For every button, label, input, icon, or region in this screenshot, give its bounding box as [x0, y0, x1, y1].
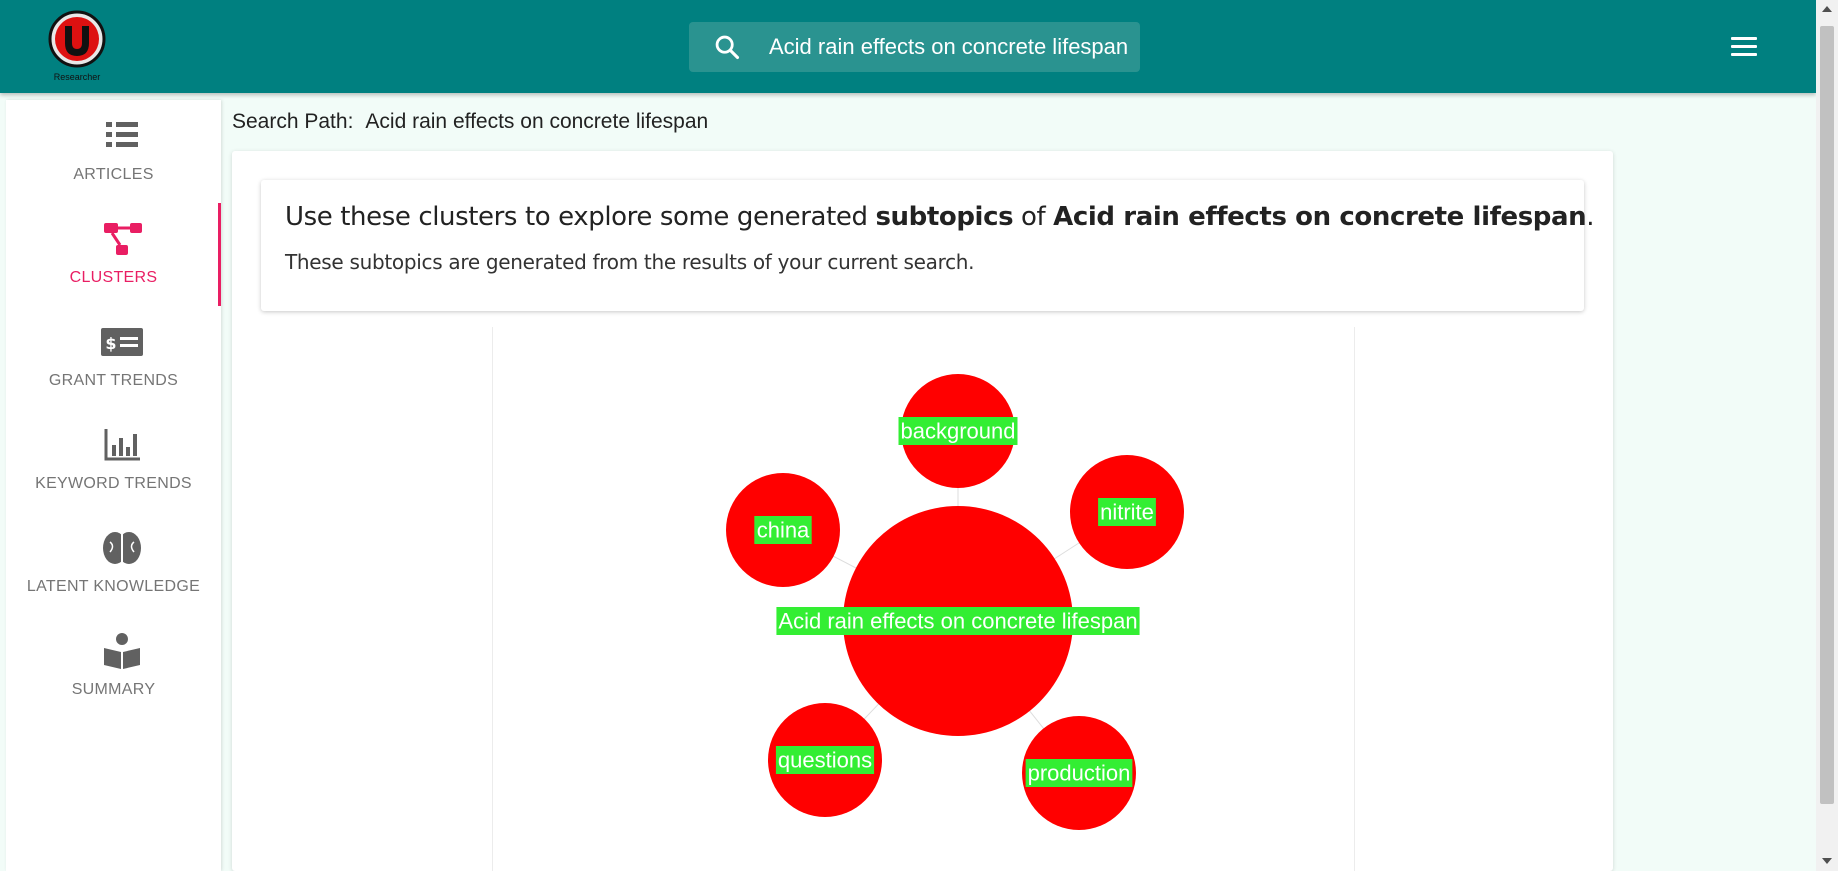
search-path-breadcrumb: Search Path: Acid rain effects on concret… — [232, 110, 708, 134]
cluster-label-china-text: china — [757, 518, 810, 543]
hamburger-menu-icon[interactable] — [1728, 32, 1760, 62]
sidebar-item-latent-knowledge[interactable]: LATENT KNOWLEDGE — [6, 512, 221, 615]
scrollbar-thumb[interactable] — [1820, 26, 1834, 804]
cluster-label-center-text: Acid rain effects on concrete lifespan — [778, 609, 1137, 634]
cluster-label-questions[interactable]: questions — [775, 746, 875, 774]
vertical-scrollbar[interactable] — [1816, 0, 1838, 871]
cluster-label-nitrite-background — [1098, 498, 1156, 526]
search-path-value[interactable]: Acid rain effects on concrete lifespan — [365, 110, 709, 133]
sidebar-item-label: SUMMARY — [71, 681, 156, 698]
clusters-header-card: Use these clusters to explore some gener… — [261, 180, 1595, 311]
search-icon[interactable] — [713, 33, 741, 61]
sidebar-item-label: ARTICLES — [73, 166, 154, 183]
svg-text:$: $ — [105, 334, 116, 353]
top-app-bar: Researcher — [0, 0, 1816, 93]
brain-icon — [103, 532, 141, 564]
cluster-label-nitrite[interactable]: nitrite — [1098, 498, 1156, 526]
cluster-label-questions-background — [775, 746, 875, 774]
cluster-label-china-background — [754, 516, 812, 544]
grant-icon: $ — [101, 328, 143, 356]
clusters-panel: Use these clusters to explore some gener… — [232, 151, 1613, 871]
search-input[interactable] — [769, 22, 1130, 72]
clusters-heading: Use these clusters to explore some gener… — [285, 202, 1595, 232]
list-icon — [106, 122, 138, 147]
search-bar[interactable] — [689, 22, 1140, 72]
cluster-label-background-background — [898, 417, 1018, 445]
clusters-subheading: These subtopics are generated from the r… — [285, 250, 975, 274]
sidebar-item-label: KEYWORD TRENDS — [35, 475, 192, 492]
sidebar-item-label: GRANT TRENDS — [48, 372, 179, 389]
cluster-label-nitrite-text: nitrite — [1100, 500, 1154, 525]
cluster-label-center[interactable]: Acid rain effects on concrete lifespan — [776, 607, 1140, 635]
sidebar-item-keyword-trends[interactable]: KEYWORD TRENDS — [6, 409, 221, 512]
cluster-label-production-background — [1025, 759, 1133, 787]
cluster-graph: Acid rain effects on concrete lifespan ba… — [492, 327, 1355, 871]
cluster-icon — [104, 223, 142, 255]
cluster-graph-svg: Acid rain effects on concrete lifespan ba… — [726, 374, 1184, 830]
cluster-label-production[interactable]: production — [1025, 759, 1133, 787]
u-researcher-logo[interactable]: Researcher — [46, 10, 112, 82]
cluster-label-production-text: production — [1028, 761, 1131, 786]
search-path-label: Search Path: — [232, 110, 354, 133]
sidebar-item-articles[interactable]: ARTICLES — [6, 100, 221, 203]
sidebar-item-label: CLUSTERS — [69, 269, 158, 286]
logo-caption: Researcher — [54, 72, 101, 82]
cluster-label-questions-text: questions — [778, 748, 872, 773]
sidebar-item-clusters[interactable]: CLUSTERS — [6, 203, 221, 306]
sidebar-item-grant-trends[interactable]: $ GRANT TRENDS — [6, 306, 221, 409]
scroll-down-arrow-icon[interactable] — [1822, 858, 1832, 864]
cluster-label-china[interactable]: china — [754, 516, 812, 544]
cluster-label-center-background — [776, 607, 1140, 635]
sidebar-item-label: LATENT KNOWLEDGE — [26, 578, 201, 595]
scroll-up-arrow-icon[interactable] — [1822, 6, 1832, 12]
cluster-label-background[interactable]: background — [898, 417, 1018, 445]
cluster-label-background-text: background — [901, 419, 1016, 444]
bar-chart-icon — [104, 429, 140, 461]
reader-icon — [104, 633, 140, 669]
sidebar: ARTICLES CLUSTERS $ GRANT TRENDS KEYWORD — [6, 100, 221, 871]
sidebar-item-summary[interactable]: SUMMARY — [6, 615, 221, 718]
